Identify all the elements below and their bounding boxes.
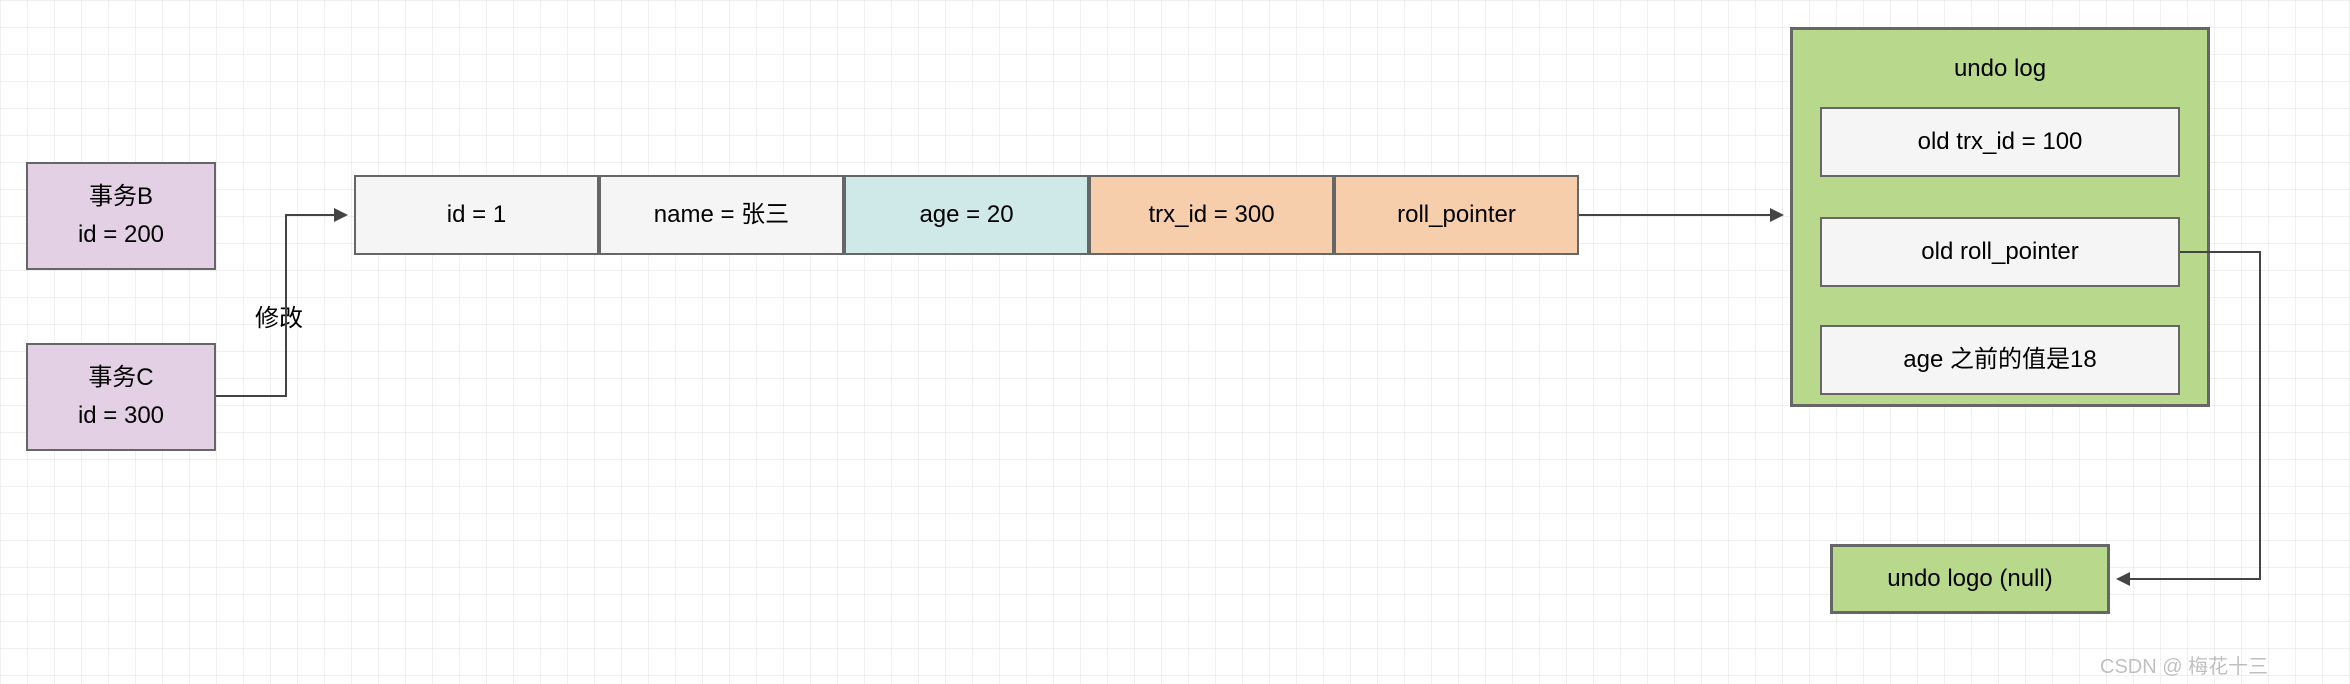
row-cell-roll: roll_pointer — [1334, 175, 1579, 255]
diagram-canvas: 事务B id = 200 事务C id = 300 id = 1 name = 张… — [0, 0, 2350, 684]
transaction-c-label: 事务C id = 300 — [78, 359, 164, 436]
undo-item-old_age-label: age 之前的值是18 — [1903, 341, 2096, 379]
undo-log-null-label: undo logo (null) — [1887, 560, 2052, 598]
row-cell-trx-label: trx_id = 300 — [1148, 196, 1274, 234]
undo-log-null-box: undo logo (null) — [1830, 544, 2110, 614]
row-cell-trx: trx_id = 300 — [1089, 175, 1334, 255]
undo-log-title: undo log — [1793, 50, 2207, 88]
undo-item-old_age: age 之前的值是18 — [1820, 325, 2180, 395]
row-cell-id: id = 1 — [354, 175, 599, 255]
row-cell-name: name = 张三 — [599, 175, 844, 255]
transaction-b-label: 事务B id = 200 — [78, 178, 164, 255]
undo-item-old_roll: old roll_pointer — [1820, 217, 2180, 287]
row-cell-age-label: age = 20 — [919, 196, 1013, 234]
row-cell-name-label: name = 张三 — [654, 196, 789, 234]
row-cell-roll-label: roll_pointer — [1397, 196, 1516, 234]
modify-label-text: 修改 — [255, 300, 303, 338]
watermark-text: CSDN @ 梅花十三 — [2100, 656, 2268, 678]
undo-item-old_trx: old trx_id = 100 — [1820, 107, 2180, 177]
watermark: CSDN @ 梅花十三 — [2100, 650, 2268, 679]
transaction-b-box: 事务B id = 200 — [26, 162, 216, 270]
row-cell-id-label: id = 1 — [447, 196, 506, 234]
modify-label: 修改 — [255, 300, 303, 338]
row-cell-age: age = 20 — [844, 175, 1089, 255]
transaction-c-box: 事务C id = 300 — [26, 343, 216, 451]
undo-item-old_roll-label: old roll_pointer — [1921, 233, 2078, 271]
undo-item-old_trx-label: old trx_id = 100 — [1918, 123, 2083, 161]
